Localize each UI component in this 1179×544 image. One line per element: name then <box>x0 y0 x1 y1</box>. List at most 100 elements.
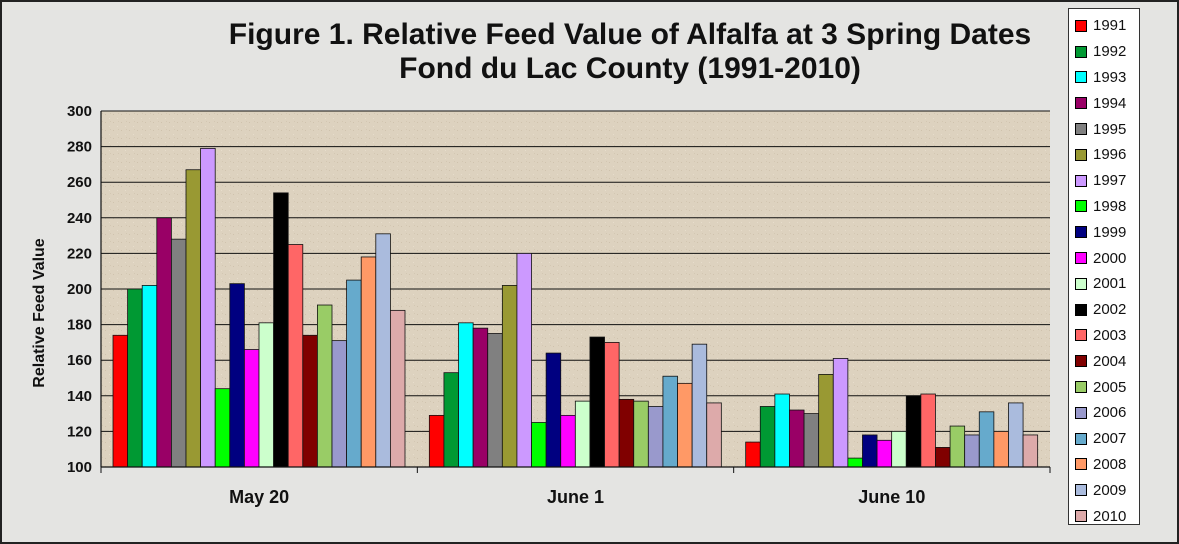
legend-label: 2005 <box>1093 378 1127 396</box>
legend-item: 1995 <box>1075 116 1139 142</box>
bar-2000-june-10 <box>876 439 893 468</box>
bar-1998-may-20 <box>214 388 231 468</box>
bar-2000-may-20 <box>243 349 260 468</box>
legend-item: 1993 <box>1075 65 1139 91</box>
bar-2003-june-10 <box>920 393 936 468</box>
legend-item: 1992 <box>1075 39 1139 65</box>
bar-2004-may-20 <box>302 334 318 468</box>
bar-2009-june-1 <box>691 343 708 468</box>
legend-swatch <box>1075 484 1087 497</box>
bar-1992-june-1 <box>443 372 459 468</box>
legend-item: 1998 <box>1075 194 1139 220</box>
bar-1999-may-20 <box>229 283 245 468</box>
bar-2009-may-20 <box>375 233 391 468</box>
legend-label: 2002 <box>1093 301 1127 319</box>
bar-1997-may-20 <box>200 147 216 468</box>
bar-2008-june-1 <box>677 382 693 468</box>
legend-swatch <box>1075 510 1087 523</box>
legend-label: 1999 <box>1093 223 1127 241</box>
legend-item: 2008 <box>1075 452 1139 478</box>
legend-swatch <box>1075 200 1087 213</box>
bar-1997-june-10 <box>832 358 849 468</box>
y-tick-label: 300 <box>67 103 92 120</box>
legend-label: 2006 <box>1093 404 1127 422</box>
legend-swatch <box>1075 19 1087 32</box>
axes <box>100 111 1051 473</box>
bar-2005-may-20 <box>316 304 333 468</box>
bar-1994-may-20 <box>156 217 172 468</box>
legend-label: 2010 <box>1093 507 1127 525</box>
bar-2009-june-10 <box>1008 402 1024 468</box>
bar-1999-june-1 <box>545 352 562 468</box>
bar-2006-may-20 <box>331 340 348 468</box>
legend-item: 1999 <box>1075 219 1139 245</box>
legend-label: 1993 <box>1093 68 1127 86</box>
legend-item: 2002 <box>1075 297 1139 323</box>
legend-label: 1992 <box>1093 43 1127 61</box>
chart-title: Figure 1. Relative Feed Value of Alfalfa… <box>120 18 1140 86</box>
y-tick-label: 260 <box>67 174 92 191</box>
bar-2010-june-10 <box>1022 434 1039 468</box>
legend-item: 1994 <box>1075 90 1139 116</box>
bar-2003-june-1 <box>604 341 620 468</box>
legend-label: 2008 <box>1093 455 1127 473</box>
legend-swatch <box>1075 355 1087 368</box>
legend-swatch <box>1075 226 1087 239</box>
bar-2006-june-1 <box>647 406 664 468</box>
legend-swatch <box>1075 148 1087 161</box>
bar-1993-june-10 <box>774 393 790 468</box>
legend-item: 2009 <box>1075 477 1139 503</box>
chart-title-line1: Figure 1. Relative Feed Value of Alfalfa… <box>228 18 1032 51</box>
bar-1993-may-20 <box>141 285 158 468</box>
legend-item: 2000 <box>1075 245 1139 271</box>
bar-1992-june-10 <box>759 406 776 468</box>
bar-2001-june-10 <box>891 430 907 468</box>
y-tick-label: 140 <box>67 388 92 405</box>
bar-2007-june-1 <box>662 375 678 468</box>
bar-2007-june-10 <box>978 411 995 468</box>
y-tick-labels: 100 120 140 160 180 200 220 240 260 280 300 <box>67 103 92 476</box>
bar-1999-june-10 <box>862 434 878 468</box>
legend-swatch <box>1075 71 1087 84</box>
bar-2001-june-1 <box>574 400 591 468</box>
y-axis-title: Relative Feed Value <box>31 238 48 388</box>
y-tick-label: 180 <box>67 317 92 334</box>
legend-label: 1996 <box>1093 146 1127 164</box>
y-tick-label: 160 <box>67 352 92 369</box>
y-tick-label: 200 <box>67 281 92 298</box>
legend-swatch <box>1075 277 1087 290</box>
legend-swatch <box>1075 123 1087 136</box>
legend-swatch <box>1075 303 1087 316</box>
legend-swatch <box>1075 406 1087 419</box>
bar-2004-june-1 <box>618 398 635 468</box>
x-category-label: May 20 <box>229 487 289 507</box>
y-tick-label: 120 <box>67 423 92 440</box>
legend-label: 2009 <box>1093 481 1127 499</box>
legend-label: 1991 <box>1093 17 1127 35</box>
legend-item: 2006 <box>1075 400 1139 426</box>
legend-swatch <box>1075 174 1087 187</box>
bar-2006-june-10 <box>964 434 980 468</box>
bar-1992-may-20 <box>127 288 143 468</box>
bar-2002-june-1 <box>589 336 605 468</box>
legend-label: 1997 <box>1093 172 1127 190</box>
bar-2004-june-10 <box>935 447 951 468</box>
legend-item: 1997 <box>1075 168 1139 194</box>
legend-label: 2004 <box>1093 352 1127 370</box>
bar-1995-june-1 <box>487 333 503 468</box>
legend-item: 2004 <box>1075 348 1139 374</box>
bar-1991-june-10 <box>745 441 761 468</box>
x-category-labels: May 20 June 1 June 10 <box>229 487 925 507</box>
legend-item: 1996 <box>1075 142 1139 168</box>
bar-2005-june-1 <box>633 400 649 468</box>
bar-1993-june-1 <box>458 322 474 468</box>
bar-2002-may-20 <box>273 192 289 468</box>
legend-item: 2001 <box>1075 271 1139 297</box>
legend-label: 2001 <box>1093 275 1127 293</box>
bar-2007-may-20 <box>346 279 362 468</box>
bar-2008-may-20 <box>360 256 377 468</box>
bar-1994-june-10 <box>789 409 805 468</box>
legend-item: 2007 <box>1075 426 1139 452</box>
legend-label: 2007 <box>1093 430 1127 448</box>
